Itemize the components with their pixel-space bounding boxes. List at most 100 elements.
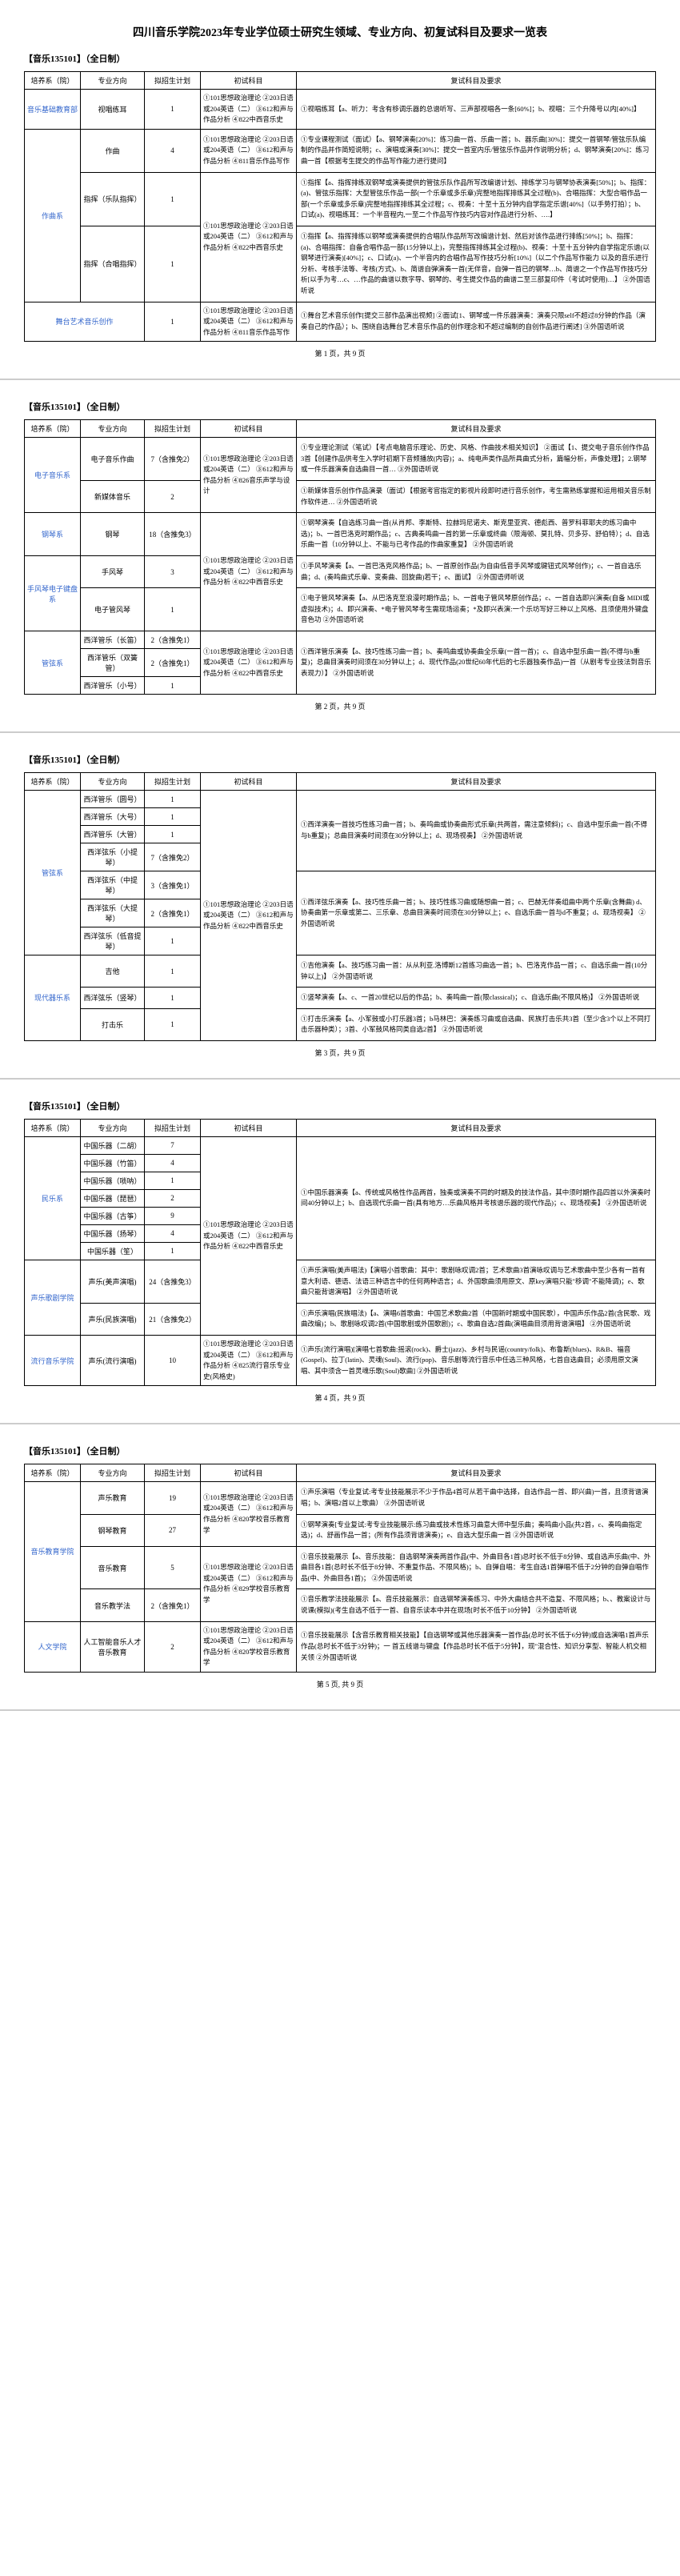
quota-cell: 7（含推免2） — [145, 438, 201, 481]
major-cell: 打击乐 — [81, 1008, 145, 1040]
retest-cell: ①打击乐演奏【a、小军鼓或小打乐器3首；b马林巴：演奏练习曲或自选曲、民族打击乐… — [297, 1008, 656, 1040]
col-dept: 培养系（院） — [25, 72, 81, 90]
retest-cell: ①声乐演唱(民族唱法)【a、演唱6首歌曲：中国艺术歌曲2首（中国新时期或中国民歌… — [297, 1303, 656, 1335]
header-row: 培养系（院） 专业方向 拟招生计划 初试科目 复试科目及要求 — [25, 420, 656, 438]
table-row: 音乐基础教育部 视唱练耳 1 ①101思想政治理论 ②203日语或204英语（二… — [25, 90, 656, 130]
table-row: 流行音乐学院 声乐(流行演唱) 10 ①101思想政治理论 ②203日语或204… — [25, 1335, 656, 1385]
table-row: 电子音乐系 电子音乐作曲 7（含推免2） ①101思想政治理论 ②203日语或2… — [25, 438, 656, 481]
retest-cell: ①吉他演奏【a、技巧练习曲一首：从从利亚.洛博斯12首练习曲选一首；b、巴洛克作… — [297, 955, 656, 988]
section-header: 【音乐135101】（全日制） — [24, 1100, 656, 1112]
col-quota: 拟招生计划 — [145, 1119, 201, 1136]
quota-cell: 3 — [145, 556, 201, 588]
major-cell: 西洋管乐（小号） — [81, 677, 145, 695]
section-header: 【音乐135101】（全日制） — [24, 753, 656, 766]
dept-major-cell: 舞台艺术音乐创作 — [25, 302, 145, 342]
major-cell: 钢琴 — [81, 513, 145, 556]
table-row: 电子管风琴 1 ①电子管风琴演奏【a、从巴洛克至浪漫时期作品；b、一首电子管风琴… — [25, 588, 656, 631]
quota-cell: 7（含推免2） — [145, 843, 201, 871]
quota-cell: 1 — [145, 90, 201, 130]
init-cell: ①101思想政治理论 ②203日语或204英语（二） ③612和声与作品分析 ④… — [201, 1621, 297, 1672]
retest-cell: ①竖琴演奏【a、c、一首20世纪以后的作品；b、奏鸣曲一首(限classical… — [297, 988, 656, 1009]
retest-cell: ①专业课程测试（面试）【a、钢琴演奏[20%]：练习曲一首、乐曲一首；b、器乐曲… — [297, 129, 656, 172]
table-row: 音乐教育 5 ①101思想政治理论 ②203日语或204英语（二） ③612和声… — [25, 1546, 656, 1589]
dept-cell: 手风琴电子键盘系 — [25, 556, 81, 631]
major-cell: 手风琴 — [81, 556, 145, 588]
table-row: 钢琴教育 27 ①钢琴演奏[专业复试:考专业技能展示:练习曲或技术性练习曲意大师… — [25, 1514, 656, 1546]
section-header: 【音乐135101】（全日制） — [24, 400, 656, 413]
col-major: 专业方向 — [81, 773, 145, 791]
header-row: 培养系（院） 专业方向 拟招生计划 初试科目 复试科目及要求 — [25, 773, 656, 791]
retest-cell: ①西洋管乐演奏【a、技巧性练习曲一首；b、奏鸣曲或协奏曲全乐章(一首一首)；c、… — [297, 631, 656, 695]
table-row: 舞台艺术音乐创作 1 ①101思想政治理论 ②203日语或204英语（二） ③6… — [25, 302, 656, 342]
quota-cell: 1 — [145, 588, 201, 631]
page-number: 第 5 页, 共 9 页 — [24, 1679, 656, 1701]
init-cell: ①101思想政治理论 ②203日语或204英语（二） ③612和声与作品分析 ④… — [201, 791, 297, 1041]
col-retest: 复试科目及要求 — [297, 72, 656, 90]
major-cell: 声乐教育 — [81, 1482, 145, 1514]
dept-cell: 人文学院 — [25, 1621, 81, 1672]
quota-cell: 1 — [145, 1172, 201, 1189]
table-row: 民乐系 中国乐器（二胡） 7 ①101思想政治理论 ②203日语或204英语（二… — [25, 1136, 656, 1154]
quota-cell: 3（含推免1） — [145, 871, 201, 899]
major-cell: 中国乐器（琵琶） — [81, 1189, 145, 1207]
major-cell: 西洋弦乐（大提琴） — [81, 899, 145, 927]
quota-cell: 18（含推免3） — [145, 513, 201, 556]
page-5: 【音乐135101】（全日制） 培养系（院） 专业方向 拟招生计划 初试科目 复… — [0, 1424, 680, 1711]
col-retest: 复试科目及要求 — [297, 420, 656, 438]
quota-cell: 4 — [145, 129, 201, 172]
table-row: 音乐教育学院 声乐教育 19 ①101思想政治理论 ②203日语或204英语（二… — [25, 1482, 656, 1514]
retest-cell: ①专业理论测试（笔试）【考点电脑音乐理论、历史、风格、作曲技术相关知识】 ②面试… — [297, 438, 656, 481]
quota-cell: 1 — [145, 1008, 201, 1040]
col-initial: 初试科目 — [201, 1119, 297, 1136]
section-header: 【音乐135101】（全日制） — [24, 52, 656, 65]
major-cell: 音乐教育 — [81, 1546, 145, 1589]
init-cell: ①101思想政治理论 ②203日语或204英语（二） ③612和声与作品分析 ④… — [201, 302, 297, 342]
quota-cell: 1 — [145, 1242, 201, 1260]
col-quota: 拟招生计划 — [145, 420, 201, 438]
quota-cell: 1 — [145, 677, 201, 695]
major-cell: 电子管风琴 — [81, 588, 145, 631]
quota-cell: 5 — [145, 1546, 201, 1589]
col-major: 专业方向 — [81, 1119, 145, 1136]
retest-cell: ①声乐(流行演唱)[演唱七首歌曲:摇滚(rock)、爵士(jazz)、乡村与民谣… — [297, 1335, 656, 1385]
dept-cell: 流行音乐学院 — [25, 1335, 81, 1385]
major-cell: 中国乐器（二胡） — [81, 1136, 145, 1154]
retest-cell: ①音乐技能展示【a、音乐技能：自选钢琴演奏两首作品(中、外曲目各1首)总时长不低… — [297, 1546, 656, 1589]
header-row: 培养系（院） 专业方向 拟招生计划 初试科目 复试科目及要求 — [25, 1464, 656, 1482]
major-cell: 西洋弦乐（竖琴） — [81, 988, 145, 1009]
header-row: 培养系（院） 专业方向 拟招生计划 初试科目 复试科目及要求 — [25, 72, 656, 90]
retest-cell: ①视唱练耳【a、听力：考含有移调乐器的总谱听写、三声部视唱各一条[60%]；b、… — [297, 90, 656, 130]
page-number: 第 1 页，共 9 页 — [24, 348, 656, 371]
major-cell: 中国乐器（笙） — [81, 1242, 145, 1260]
dept-cell: 作曲系 — [25, 129, 81, 302]
dept-cell: 音乐教育学院 — [25, 1482, 81, 1621]
quota-cell: 21（含推免2） — [145, 1303, 201, 1335]
init-cell: ①101思想政治理论 ②203日语或204英语（二） ③612和声与作品分析 ④… — [201, 129, 297, 172]
section-header: 【音乐135101】（全日制） — [24, 1444, 656, 1457]
admission-table-5: 培养系（院） 专业方向 拟招生计划 初试科目 复试科目及要求 音乐教育学院 声乐… — [24, 1464, 656, 1673]
page-number: 第 3 页，共 9 页 — [24, 1048, 656, 1070]
quota-cell: 2（含推免1） — [145, 649, 201, 677]
init-cell: ①101思想政治理论 ②203日语或204英语（二） ③612和声与作品分析 ④… — [201, 631, 297, 695]
table-row: 人文学院 人工智能音乐人才音乐教育 2 ①101思想政治理论 ②203日语或20… — [25, 1621, 656, 1672]
major-cell: 指挥（乐队指挥） — [81, 172, 145, 226]
quota-cell: 27 — [145, 1514, 201, 1546]
retest-cell: ①电子管风琴演奏【a、从巴洛克至浪漫时期作品；b、一首电子管风琴原创作品；c、一… — [297, 588, 656, 631]
col-retest: 复试科目及要求 — [297, 1464, 656, 1482]
quota-cell: 1 — [145, 226, 201, 302]
col-dept: 培养系（院） — [25, 773, 81, 791]
dept-cell: 民乐系 — [25, 1136, 81, 1260]
table-row: 声乐歌剧学院 声乐(美声演唱) 24（含推免3） ①声乐演唱(美声唱法)【演唱小… — [25, 1260, 656, 1303]
table-row: 音乐教学法 2（含推免1） ①音乐教学法技能展示【a、音乐技能展示：自选钢琴演奏… — [25, 1589, 656, 1621]
table-row: 打击乐 1 ①打击乐演奏【a、小军鼓或小打乐器3首；b马林巴：演奏练习曲或自选曲… — [25, 1008, 656, 1040]
major-cell: 电子音乐作曲 — [81, 438, 145, 481]
admission-table-3: 培养系（院） 专业方向 拟招生计划 初试科目 复试科目及要求 管弦系 西洋管乐（… — [24, 772, 656, 1041]
retest-cell: ①音乐技能展示【含音乐教育相关技能】【自选钢琴或其他乐器演奏一首作品(总时长不低… — [297, 1621, 656, 1672]
col-quota: 拟招生计划 — [145, 1464, 201, 1482]
init-cell: ①101思想政治理论 ②203日语或204英语（二） ③612和声与作品分析 ④… — [201, 438, 297, 513]
page-1: 四川音乐学院2023年专业学位硕士研究生领域、专业方向、初复试科目及要求一览表 … — [0, 0, 680, 380]
table-row: 声乐(民族演唱) 21（含推免2） ①声乐演唱(民族唱法)【a、演唱6首歌曲：中… — [25, 1303, 656, 1335]
major-cell: 视唱练耳 — [81, 90, 145, 130]
admission-table-2: 培养系（院） 专业方向 拟招生计划 初试科目 复试科目及要求 电子音乐系 电子音… — [24, 419, 656, 695]
dept-cell: 音乐基础教育部 — [25, 90, 81, 130]
